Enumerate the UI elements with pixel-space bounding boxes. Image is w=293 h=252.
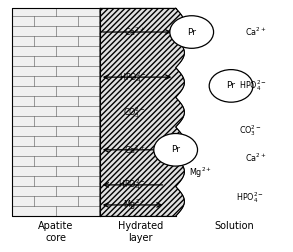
Text: Pr: Pr (171, 145, 180, 154)
Text: Ca$^{2+}$: Ca$^{2+}$ (124, 144, 146, 156)
Text: Hydrated
layer: Hydrated layer (118, 221, 163, 243)
Ellipse shape (209, 70, 253, 102)
Bar (12, 8, 100, 216)
Text: HPO$_4^{2-}$: HPO$_4^{2-}$ (239, 78, 267, 93)
Text: Mg$^{2+}$: Mg$^{2+}$ (189, 165, 212, 180)
Text: HPO$_4^{2-}$: HPO$_4^{2-}$ (118, 177, 146, 192)
Text: CO$_3^{2-}$: CO$_3^{2-}$ (123, 105, 146, 120)
Bar (12, 8, 100, 216)
Text: Mg$^{2+}$: Mg$^{2+}$ (123, 198, 146, 212)
Text: HPO$_4^{2-}$: HPO$_4^{2-}$ (236, 190, 264, 205)
Text: Pr: Pr (226, 81, 236, 90)
Text: HPO$_4^{2-}$: HPO$_4^{2-}$ (119, 70, 147, 85)
Ellipse shape (170, 16, 214, 48)
Text: Solution: Solution (214, 221, 254, 231)
Text: Ca$^{2+}$: Ca$^{2+}$ (124, 26, 146, 38)
Text: Apatite
core: Apatite core (38, 221, 74, 243)
Ellipse shape (154, 134, 197, 166)
Text: CO$_3^{2-}$: CO$_3^{2-}$ (239, 123, 261, 138)
Text: Ca$^{2+}$: Ca$^{2+}$ (245, 26, 267, 38)
Text: Pr: Pr (187, 27, 196, 37)
Text: Ca$^{2+}$: Ca$^{2+}$ (245, 151, 267, 164)
Polygon shape (100, 8, 184, 216)
